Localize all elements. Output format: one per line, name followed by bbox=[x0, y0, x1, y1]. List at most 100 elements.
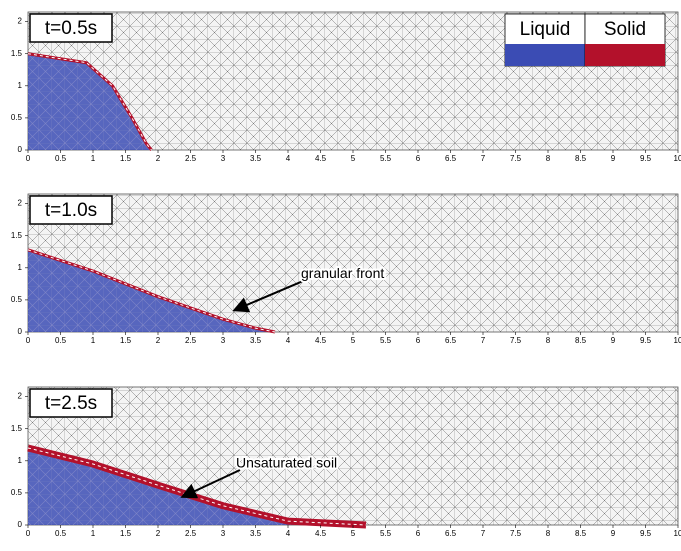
x-tick-label: 0.5 bbox=[55, 529, 67, 538]
x-tick-label: 6.5 bbox=[445, 529, 457, 538]
y-tick-label: 2 bbox=[18, 392, 23, 401]
y-tick-label: 0 bbox=[18, 520, 23, 529]
x-tick-label: 2.5 bbox=[185, 529, 197, 538]
x-tick-label: 8.5 bbox=[575, 336, 587, 345]
x-tick-label: 8.5 bbox=[575, 154, 587, 163]
time-label: t=2.5s bbox=[45, 393, 97, 414]
x-tick-label: 4.5 bbox=[315, 154, 327, 163]
x-tick-label: 1.5 bbox=[120, 336, 132, 345]
x-tick-label: 5.5 bbox=[380, 336, 392, 345]
x-tick-label: 4.5 bbox=[315, 529, 327, 538]
y-tick-label: 1 bbox=[18, 81, 23, 90]
x-tick-label: 1 bbox=[91, 336, 96, 345]
x-tick-label: 4 bbox=[286, 336, 291, 345]
annotation: granular front bbox=[301, 265, 384, 281]
x-tick-label: 0.5 bbox=[55, 154, 67, 163]
y-tick-label: 0.5 bbox=[11, 295, 23, 304]
legend-label: Solid bbox=[604, 19, 646, 40]
x-tick-label: 3.5 bbox=[250, 336, 262, 345]
legend: Liquid Solid bbox=[504, 13, 666, 67]
x-tick-label: 2 bbox=[156, 154, 161, 163]
y-tick-label: 1 bbox=[18, 456, 23, 465]
x-tick-label: 4 bbox=[286, 154, 291, 163]
x-tick-label: 5 bbox=[351, 336, 356, 345]
x-tick-label: 7.5 bbox=[510, 529, 522, 538]
legend-label: Liquid bbox=[520, 19, 571, 40]
legend-swatch bbox=[585, 44, 665, 66]
panel: 0 0.5 1 1.5 2 2.5 3 3.5 4 4.5 5 5.5 6 6.5 7 7.5 8 8.5 9 9.5… bbox=[11, 193, 681, 345]
x-tick-label: 6 bbox=[416, 154, 421, 163]
x-tick-label: 9 bbox=[611, 529, 616, 538]
legend-swatch bbox=[505, 44, 585, 66]
annotation: Unsaturated soil bbox=[236, 455, 337, 471]
mesh-overlay bbox=[28, 53, 152, 150]
x-tick-label: 6.5 bbox=[445, 336, 457, 345]
x-tick-label: 5 bbox=[351, 529, 356, 538]
x-tick-label: 7 bbox=[481, 154, 486, 163]
free-surface bbox=[27, 53, 152, 151]
free-surface bbox=[27, 249, 276, 333]
x-tick-label: 5.5 bbox=[380, 154, 392, 163]
x-tick-label: 7.5 bbox=[510, 154, 522, 163]
y-tick-label: 0 bbox=[18, 327, 23, 336]
y-tick-label: 0 bbox=[18, 145, 23, 154]
x-tick-label: 9.5 bbox=[640, 336, 652, 345]
x-tick-label: 6 bbox=[416, 529, 421, 538]
x-tick-label: 10 bbox=[674, 154, 681, 163]
time-box bbox=[29, 13, 113, 43]
x-tick-label: 3 bbox=[221, 154, 226, 163]
y-tick-label: 1 bbox=[18, 263, 23, 272]
annotation-arrow bbox=[232, 279, 306, 313]
x-tick-label: 9 bbox=[611, 336, 616, 345]
time-label: t=0.5s bbox=[45, 18, 97, 39]
x-tick-label: 3.5 bbox=[250, 154, 262, 163]
x-tick-label: 8 bbox=[546, 154, 551, 163]
x-tick-label: 8 bbox=[546, 529, 551, 538]
y-tick-label: 1.5 bbox=[11, 424, 23, 433]
x-tick-label: 2 bbox=[156, 336, 161, 345]
x-tick-label: 2 bbox=[156, 529, 161, 538]
y-tick-label: 0.5 bbox=[11, 113, 23, 122]
mesh-overlay bbox=[28, 447, 366, 525]
x-tick-label: 9.5 bbox=[640, 529, 652, 538]
x-tick-label: 3 bbox=[221, 336, 226, 345]
x-tick-label: 1.5 bbox=[120, 529, 132, 538]
x-tick-label: 4.5 bbox=[315, 336, 327, 345]
time-box bbox=[29, 195, 113, 225]
x-tick-label: 3.5 bbox=[250, 529, 262, 538]
x-tick-label: 7 bbox=[481, 529, 486, 538]
x-tick-label: 10 bbox=[674, 336, 681, 345]
x-tick-label: 0 bbox=[26, 529, 31, 538]
x-tick-label: 10 bbox=[674, 529, 681, 538]
x-tick-label: 1 bbox=[91, 154, 96, 163]
x-tick-label: 0 bbox=[26, 154, 31, 163]
time-label: t=1.0s bbox=[45, 200, 97, 221]
x-tick-label: 7 bbox=[481, 336, 486, 345]
x-tick-label: 1 bbox=[91, 529, 96, 538]
x-tick-label: 5 bbox=[351, 154, 356, 163]
x-tick-label: 2.5 bbox=[185, 336, 197, 345]
y-tick-label: 0.5 bbox=[11, 488, 23, 497]
x-tick-label: 9.5 bbox=[640, 154, 652, 163]
x-tick-label: 4 bbox=[286, 529, 291, 538]
x-tick-label: 7.5 bbox=[510, 336, 522, 345]
time-box bbox=[29, 388, 113, 418]
x-tick-label: 0 bbox=[26, 336, 31, 345]
x-tick-label: 5.5 bbox=[380, 529, 392, 538]
y-tick-label: 2 bbox=[18, 199, 23, 208]
x-tick-label: 8.5 bbox=[575, 529, 587, 538]
x-tick-label: 2.5 bbox=[185, 154, 197, 163]
x-tick-label: 3 bbox=[221, 529, 226, 538]
x-tick-label: 1.5 bbox=[120, 154, 132, 163]
y-tick-label: 1.5 bbox=[11, 231, 23, 240]
x-tick-label: 9 bbox=[611, 154, 616, 163]
annotation-arrow bbox=[180, 469, 241, 499]
y-tick-label: 1.5 bbox=[11, 49, 23, 58]
y-tick-label: 2 bbox=[18, 17, 23, 26]
x-tick-label: 0.5 bbox=[55, 336, 67, 345]
panel: 0 0.5 1 1.5 2 2.5 3 3.5 4 4.5 5 5.5 6 6.5 7 7.5 8 8.5 9 9.5… bbox=[11, 386, 681, 538]
x-tick-label: 6.5 bbox=[445, 154, 457, 163]
x-tick-label: 8 bbox=[546, 336, 551, 345]
x-tick-label: 6 bbox=[416, 336, 421, 345]
